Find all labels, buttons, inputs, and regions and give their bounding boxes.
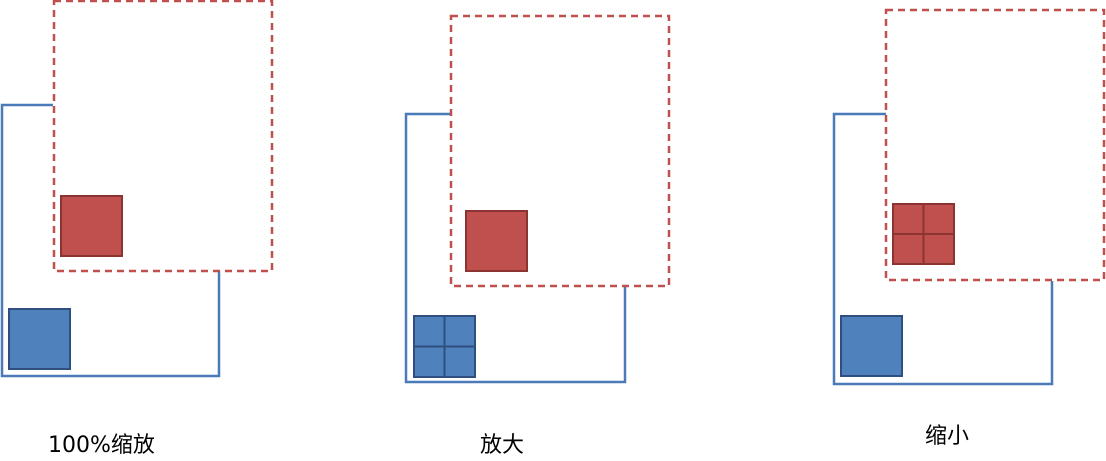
red-dashed-frame: [884, 8, 1106, 282]
blue-frame: [404, 112, 627, 384]
blue-frame: [0, 103, 221, 378]
caption-zoom-out: 缩小: [925, 424, 970, 449]
panel-100-percent: [0, 0, 274, 378]
caption-100-percent-zoom: 100%缩放: [48, 433, 155, 458]
blue-square: [840, 315, 903, 377]
panel-zoom-out: [832, 8, 1106, 386]
red-square: [60, 195, 123, 257]
blue-square: [8, 308, 71, 370]
red-square: [465, 210, 528, 272]
panel-zoom-in: [404, 14, 671, 384]
caption-zoom-in: 放大: [480, 433, 525, 458]
red-dashed-frame: [52, 0, 274, 273]
red-dashed-frame: [449, 14, 671, 288]
blue-frame: [832, 112, 1054, 386]
